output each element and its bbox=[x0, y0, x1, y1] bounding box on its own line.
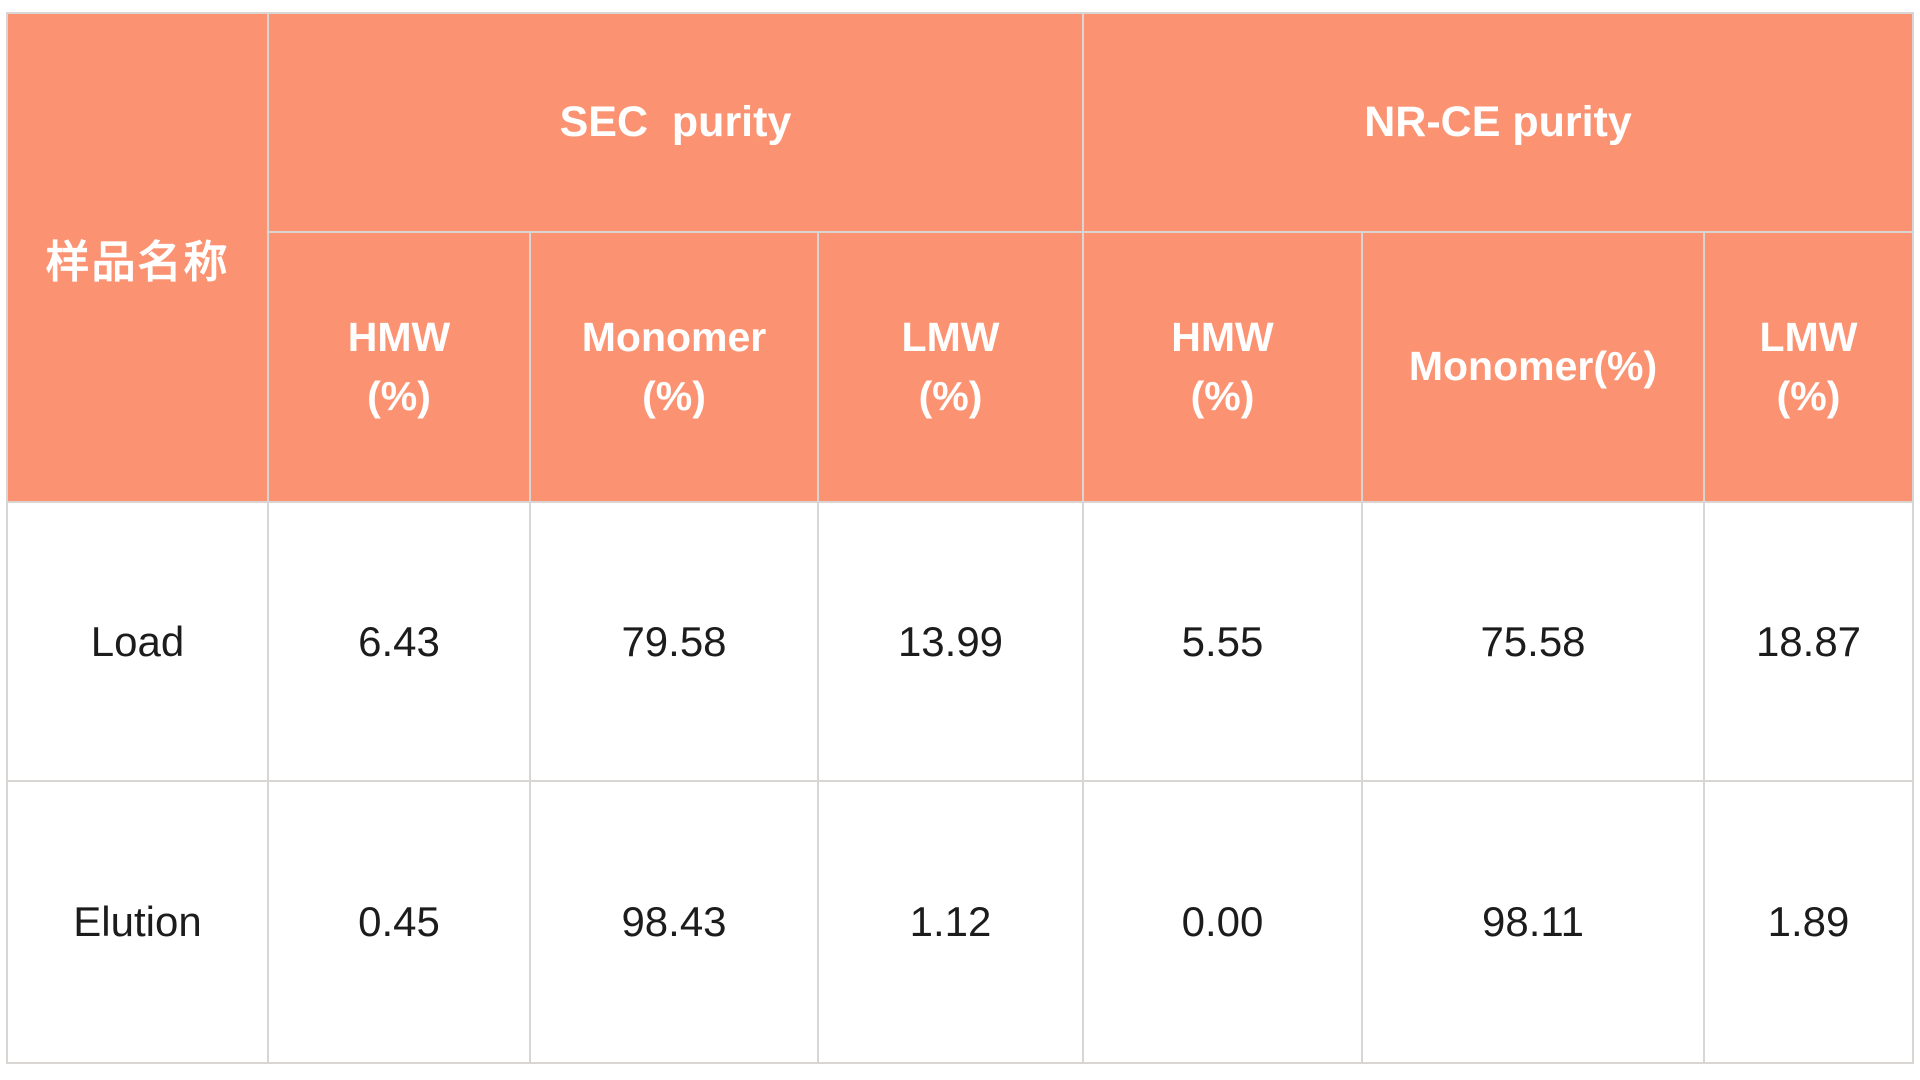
data-cell-load-sec-monomer: 79.58 bbox=[531, 503, 817, 780]
data-cell-elution-nrce-hmw: 0.00 bbox=[1084, 782, 1361, 1062]
subheader-sec-monomer: Monomer (%) bbox=[531, 233, 817, 501]
data-cell-load-nrce-lmw: 18.87 bbox=[1705, 503, 1912, 780]
purity-results-table: 样品名称 SEC purity NR-CE purity HMW (%) Mon… bbox=[6, 12, 1914, 1064]
data-cell-load-nrce-monomer: 75.58 bbox=[1363, 503, 1703, 780]
data-cell-load-sec-lmw: 13.99 bbox=[819, 503, 1082, 780]
subheader-nrce-monomer: Monomer(%) bbox=[1363, 233, 1703, 501]
corner-header-sample-name: 样品名称 bbox=[8, 14, 267, 501]
data-cell-load-sec-hmw: 6.43 bbox=[269, 503, 529, 780]
data-cell-load-nrce-hmw: 5.55 bbox=[1084, 503, 1361, 780]
sample-name-cell: Load bbox=[8, 503, 267, 780]
data-cell-elution-nrce-monomer: 98.11 bbox=[1363, 782, 1703, 1062]
subheader-sec-lmw: LMW (%) bbox=[819, 233, 1082, 501]
subheader-nrce-lmw: LMW (%) bbox=[1705, 233, 1912, 501]
data-cell-elution-sec-lmw: 1.12 bbox=[819, 782, 1082, 1062]
data-cell-elution-sec-monomer: 98.43 bbox=[531, 782, 817, 1062]
data-cell-elution-nrce-lmw: 1.89 bbox=[1705, 782, 1912, 1062]
subheader-sec-hmw: HMW (%) bbox=[269, 233, 529, 501]
subheader-nrce-hmw: HMW (%) bbox=[1084, 233, 1361, 501]
sample-name-cell: Elution bbox=[8, 782, 267, 1062]
group-header-sec-purity: SEC purity bbox=[269, 14, 1082, 231]
group-header-nrce-purity: NR-CE purity bbox=[1084, 14, 1912, 231]
data-cell-elution-sec-hmw: 0.45 bbox=[269, 782, 529, 1062]
